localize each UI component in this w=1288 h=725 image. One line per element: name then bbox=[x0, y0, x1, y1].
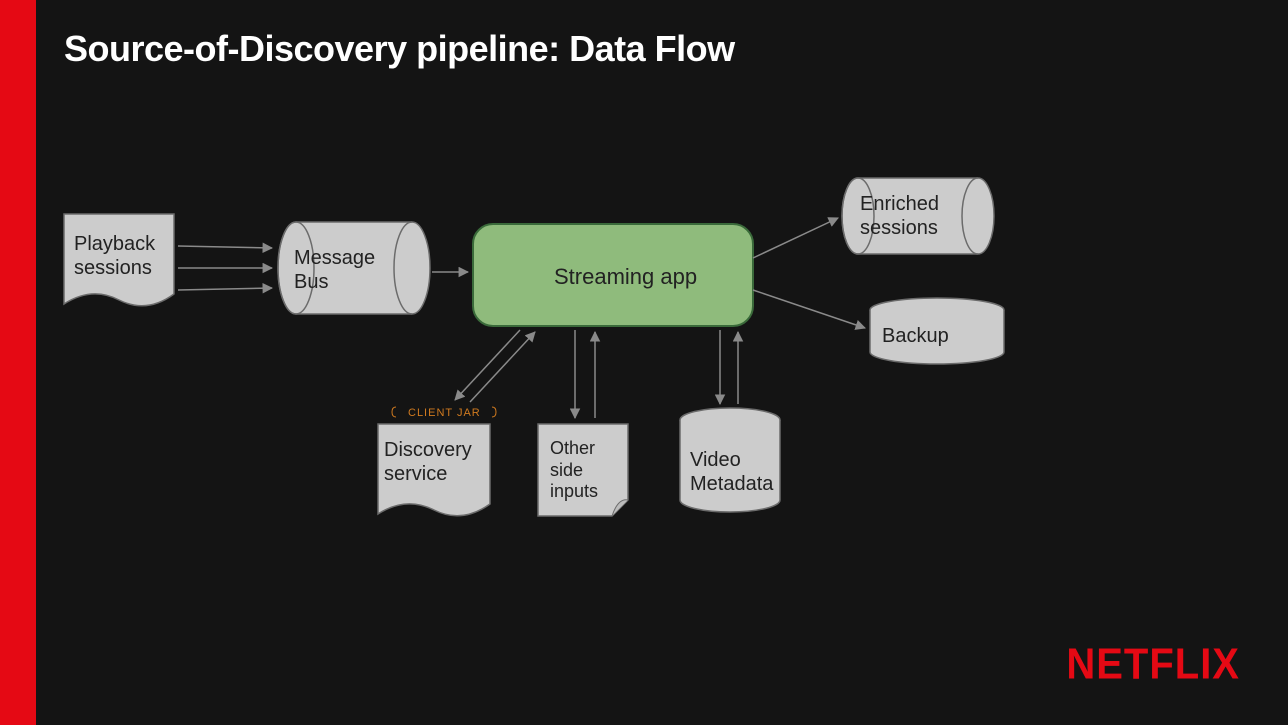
label-videometa: VideoMetadata bbox=[690, 448, 773, 496]
client-jar-annotation: CLIENT JAR bbox=[408, 407, 481, 419]
edge-streaming-videometa bbox=[720, 330, 738, 404]
flow-diagram bbox=[0, 0, 1288, 725]
label-backup: Backup bbox=[882, 324, 949, 348]
label-streaming: Streaming app bbox=[554, 264, 697, 290]
edge-playback-msgbus bbox=[178, 246, 272, 290]
label-playback: Playbacksessions bbox=[74, 232, 155, 280]
label-msgbus: MessageBus bbox=[294, 246, 375, 294]
edge-streaming-otherside bbox=[575, 330, 595, 418]
label-otherside: Othersideinputs bbox=[550, 438, 598, 503]
edge-streaming-discovery bbox=[455, 330, 535, 402]
label-enriched: Enrichedsessions bbox=[860, 192, 939, 240]
edge-streaming-backup bbox=[753, 290, 865, 328]
edge-streaming-enriched bbox=[753, 218, 838, 258]
label-discovery: Discoveryservice bbox=[384, 438, 472, 486]
netflix-logo: NETFLIX bbox=[1066, 640, 1240, 690]
